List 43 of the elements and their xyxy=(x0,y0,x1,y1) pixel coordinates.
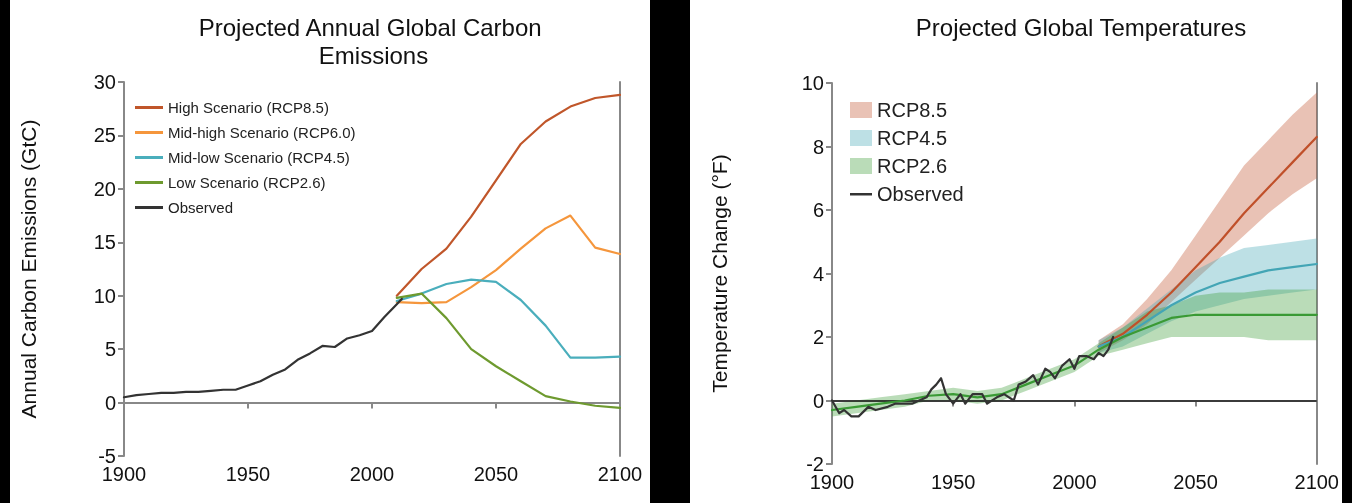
legend-label: RCP8.5 xyxy=(877,99,948,121)
line-series xyxy=(1097,135,1318,348)
y-tick-label: 10 xyxy=(93,284,116,307)
x-tick-label: 2050 xyxy=(1173,471,1218,493)
y-tick-label: 30 xyxy=(93,71,116,93)
chart-title: Projected Global Temperatures xyxy=(915,13,1247,41)
legend-label: RCP2.6 xyxy=(877,155,948,177)
y-tick-label: 4 xyxy=(812,262,824,285)
x-tick-label: 2100 xyxy=(597,463,643,485)
x-tick-label: 1950 xyxy=(930,471,976,493)
legend-label: Observed xyxy=(877,183,964,205)
x-tick-label: 2100 xyxy=(1294,471,1339,493)
x-tick-label: 1950 xyxy=(225,463,271,485)
y-tick-label: 5 xyxy=(104,338,116,361)
line-series xyxy=(122,297,403,399)
y-tick-label: 20 xyxy=(93,177,116,200)
legend-label: High Scenario (RCP8.5) xyxy=(168,99,329,116)
x-tick-label: 2000 xyxy=(1052,471,1097,493)
line-series xyxy=(395,93,622,297)
line-series xyxy=(1097,262,1318,348)
line-series xyxy=(395,292,622,410)
legend-label: Low Scenario (RCP2.6) xyxy=(168,174,326,191)
line-series xyxy=(830,313,1318,412)
line-series xyxy=(395,214,622,305)
y-tick-label: 25 xyxy=(93,124,116,147)
y-axis-title: Temperature Change (°F) xyxy=(708,154,731,393)
y-tick-label: 8 xyxy=(812,135,824,158)
legend-label: Observed xyxy=(168,199,234,216)
y-tick-label: 0 xyxy=(812,389,824,412)
x-tick-label: 2050 xyxy=(473,463,519,485)
legend-label: Mid-high Scenario (RCP6.0) xyxy=(168,124,356,141)
y-tick-label: 0 xyxy=(104,391,116,414)
y-tick-label: 2 xyxy=(812,326,824,348)
line-series xyxy=(395,278,622,359)
legend-label: RCP4.5 xyxy=(877,127,948,149)
legend-label: Mid-low Scenario (RCP4.5) xyxy=(168,149,350,166)
line-series xyxy=(830,335,1115,418)
chart-title: Projected Annual Global Carbon Emissions xyxy=(198,13,549,69)
y-tick-label: 15 xyxy=(93,231,116,254)
y-axis-title: Annual Carbon Emissions (GtC) xyxy=(17,119,40,419)
y-tick-label: 10 xyxy=(801,72,824,94)
y-tick-label: 6 xyxy=(812,199,824,221)
x-tick-label: 2000 xyxy=(349,463,395,485)
